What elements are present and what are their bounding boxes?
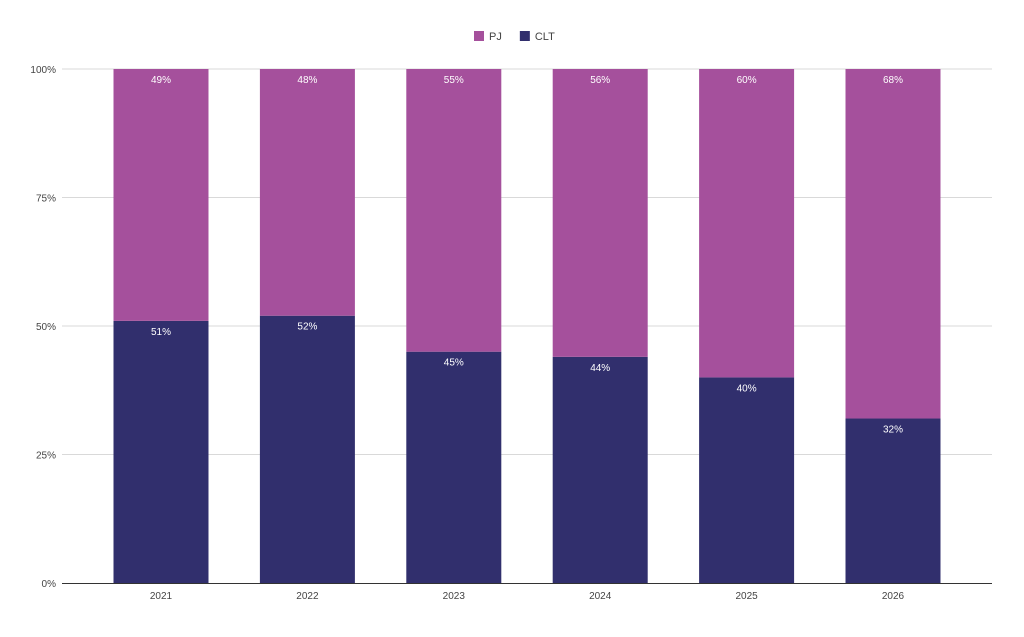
y-tick-label: 50% [36, 322, 56, 333]
y-tick-label: 25% [36, 451, 56, 462]
y-tick-label: 75% [36, 194, 56, 205]
y-tick-label: 0% [42, 579, 57, 590]
data-label: 52% [297, 322, 317, 333]
x-tick-label: 2022 [296, 591, 319, 602]
bar-pj [113, 69, 209, 321]
x-tick-label: 2026 [882, 591, 905, 602]
legend-swatch-pj [474, 31, 484, 41]
legend-swatch-clt [519, 31, 530, 41]
data-label: 68% [883, 75, 903, 86]
data-label: 56% [590, 75, 610, 86]
bar-clt [259, 315, 355, 583]
bar-pj [699, 69, 795, 378]
bar-clt [845, 418, 941, 583]
x-tick-label: 2023 [443, 591, 466, 602]
data-label: 51% [151, 327, 171, 338]
data-label: 55% [444, 75, 464, 86]
x-tick-label: 2025 [735, 591, 758, 602]
bar-pj [406, 69, 502, 352]
bar-pj [552, 69, 648, 357]
bar-clt [113, 320, 209, 583]
data-label: 40% [737, 383, 757, 394]
bar-clt [406, 351, 502, 583]
bar-pj [845, 69, 941, 419]
bar-clt [699, 377, 795, 583]
data-label: 45% [444, 358, 464, 369]
x-tick-label: 2021 [150, 591, 173, 602]
bar-pj [259, 69, 355, 316]
legend-label-pj: PJ [489, 31, 502, 43]
legend-label-clt: CLT [535, 31, 555, 43]
y-tick-label: 100% [30, 65, 56, 76]
x-tick-label: 2024 [589, 591, 612, 602]
data-label: 49% [151, 75, 171, 86]
data-label: 60% [737, 75, 757, 86]
data-label: 32% [883, 425, 903, 436]
bar-clt [552, 356, 648, 583]
data-label: 48% [297, 75, 317, 86]
data-label: 44% [590, 363, 610, 374]
